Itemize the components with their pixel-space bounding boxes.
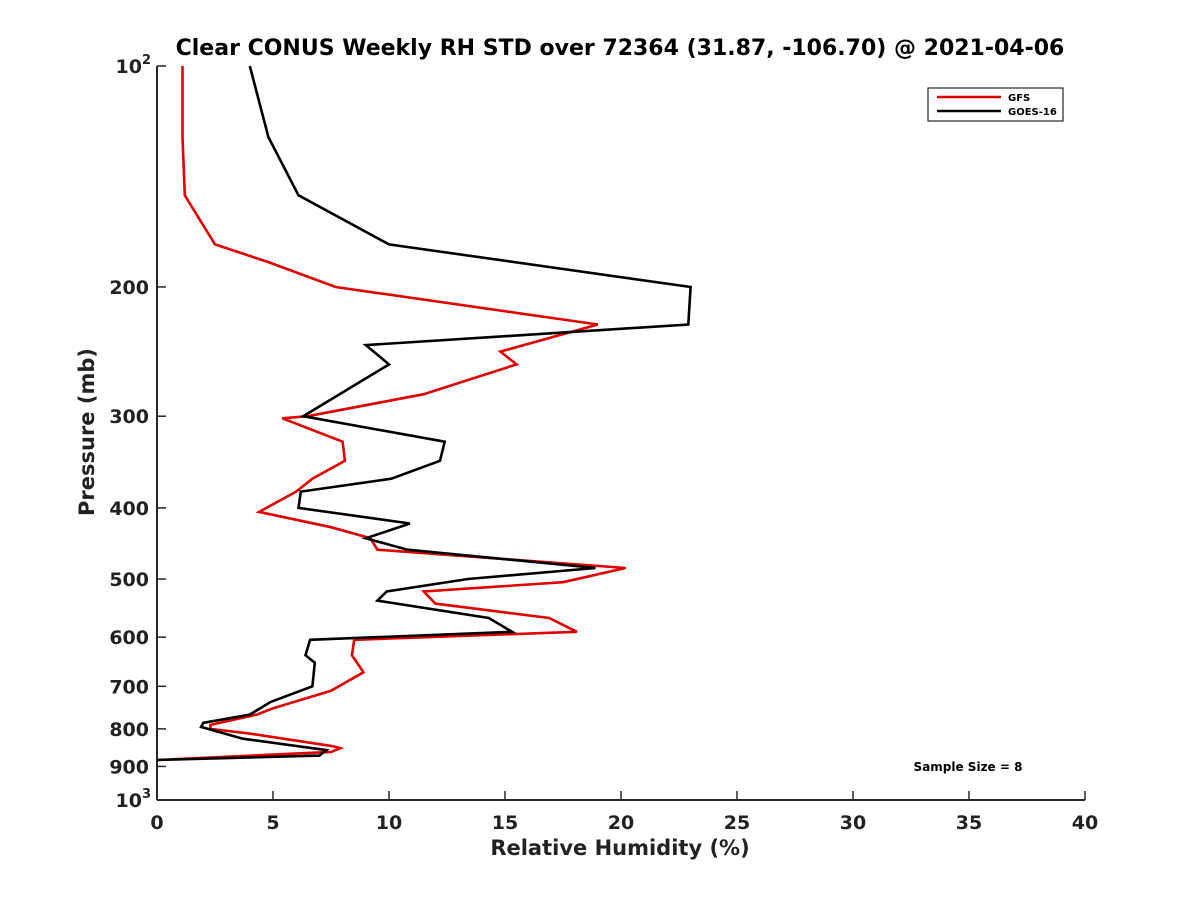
y-tick-label: 700 xyxy=(109,676,149,698)
legend-label: GFS xyxy=(1008,93,1030,104)
x-tick-label: 15 xyxy=(492,812,518,834)
legend: GFS GOES-16 xyxy=(927,87,1064,122)
x-axis-label: Relative Humidity (%) xyxy=(490,836,749,860)
y-tick-label: 800 xyxy=(109,719,149,741)
axes: 0 5 10 15 20 25 30 35 40 102 200 300 400 500 600 700 800… xyxy=(109,53,1098,834)
series-line-gfs xyxy=(156,66,626,762)
legend-box xyxy=(927,87,1064,122)
y-tick-label: 500 xyxy=(109,569,149,591)
series-line-goes-16 xyxy=(156,65,692,762)
x-tick-label: 30 xyxy=(840,812,866,834)
y-axis-label: Pressure (mb) xyxy=(75,348,99,516)
y-tick-label: 600 xyxy=(109,627,149,649)
x-tick-label: 25 xyxy=(724,812,750,834)
y-tick-label: 102 xyxy=(116,53,152,78)
sample-size-annotation: Sample Size = 8 xyxy=(914,760,1023,774)
x-tick-label: 35 xyxy=(956,812,982,834)
chart-title: Clear CONUS Weekly RH STD over 72364 (31… xyxy=(176,36,1065,61)
series-lines xyxy=(156,65,692,762)
x-tick-label: 40 xyxy=(1072,812,1098,834)
x-tick-label: 5 xyxy=(266,812,279,834)
y-tick-label: 900 xyxy=(109,756,149,778)
x-tick-label: 20 xyxy=(608,812,634,834)
y-tick-label: 103 xyxy=(116,787,152,812)
x-tick-label: 10 xyxy=(376,812,402,834)
y-tick-label: 400 xyxy=(109,498,149,520)
x-tick-label: 0 xyxy=(150,812,163,834)
y-tick-label: 200 xyxy=(109,277,149,299)
y-tick-label: 300 xyxy=(109,406,149,428)
legend-label: GOES-16 xyxy=(1008,107,1057,118)
